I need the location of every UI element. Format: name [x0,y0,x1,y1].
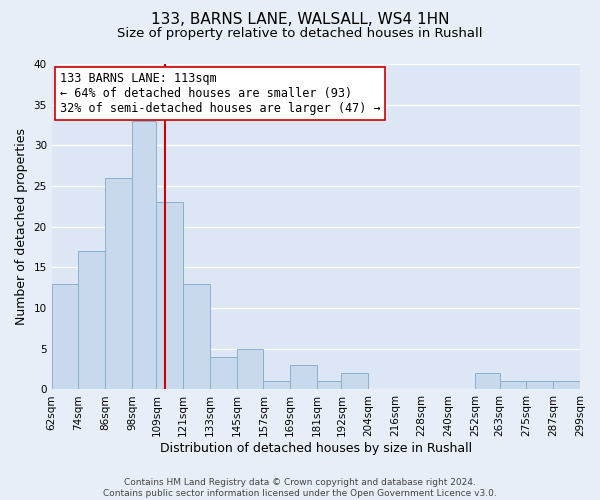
Bar [290,365,317,390]
Text: 133 BARNS LANE: 113sqm
← 64% of detached houses are smaller (93)
32% of semi-det: 133 BARNS LANE: 113sqm ← 64% of detached… [59,72,380,115]
Bar [500,382,526,390]
Bar [183,284,210,390]
Bar [79,251,105,390]
Bar [341,373,368,390]
Text: Contains HM Land Registry data © Crown copyright and database right 2024.
Contai: Contains HM Land Registry data © Crown c… [103,478,497,498]
Text: Size of property relative to detached houses in Rushall: Size of property relative to detached ho… [117,28,483,40]
Bar [526,382,553,390]
X-axis label: Distribution of detached houses by size in Rushall: Distribution of detached houses by size … [160,442,472,455]
Bar [52,284,79,390]
Bar [236,349,263,390]
Bar [132,121,157,390]
Bar [263,382,290,390]
Text: 133, BARNS LANE, WALSALL, WS4 1HN: 133, BARNS LANE, WALSALL, WS4 1HN [151,12,449,28]
Bar [475,373,500,390]
Bar [157,202,183,390]
Bar [553,382,580,390]
Bar [317,382,341,390]
Y-axis label: Number of detached properties: Number of detached properties [15,128,28,325]
Bar [210,357,236,390]
Bar [105,178,132,390]
